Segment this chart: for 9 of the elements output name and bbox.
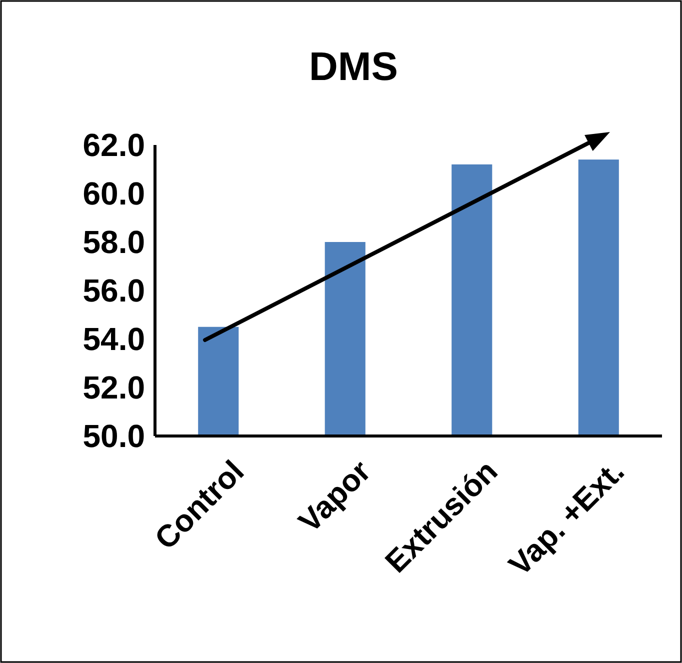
chart-title: DMS [309,45,398,89]
y-tick-label: 60.0 [82,176,145,212]
y-tick-label: 58.0 [82,224,145,260]
y-tick-label: 56.0 [82,272,145,309]
x-tick-label: Vap. +Ext. [502,454,631,582]
y-tick-label: 62.0 [82,127,145,164]
y-tick-label: 52.0 [82,370,145,406]
y-tick-label: 50.0 [82,418,145,454]
y-tick-label: 54.0 [82,321,145,358]
